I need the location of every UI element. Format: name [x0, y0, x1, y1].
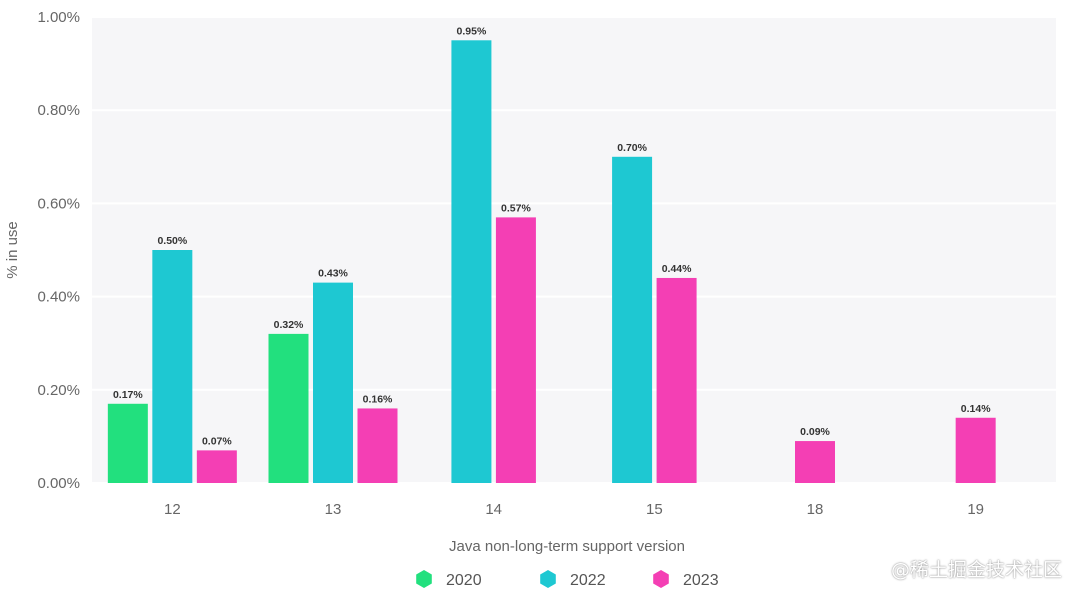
plot-background — [92, 17, 1056, 483]
x-tick-label: 13 — [325, 501, 342, 518]
y-axis-label: % in use — [4, 221, 21, 279]
bar-2022-13 — [313, 282, 353, 483]
y-tick-label: 0.40% — [37, 289, 80, 306]
bar-2022-14 — [451, 40, 492, 484]
bar-2022-12 — [152, 250, 193, 483]
bar-2023-15 — [656, 277, 697, 483]
bars — [107, 40, 996, 484]
data-label: 0.70% — [617, 142, 647, 154]
data-label: 0.95% — [457, 25, 487, 37]
legend-label: 2023 — [683, 572, 719, 589]
data-label: 0.16% — [363, 393, 393, 405]
y-tick-label: 0.60% — [37, 195, 80, 212]
bar-2022-15 — [612, 156, 653, 484]
bar-2023-18 — [795, 441, 835, 483]
bar-2023-13 — [357, 408, 398, 483]
legend-label: 2020 — [446, 572, 482, 589]
data-label: 0.44% — [662, 263, 692, 275]
y-tick-label: 0.80% — [37, 102, 80, 119]
x-tick-labels: 12 13 14 15 18 19 — [164, 501, 984, 518]
data-label: 0.50% — [157, 235, 187, 247]
legend: 2020 2022 2023 — [416, 570, 719, 589]
x-tick-label: 14 — [485, 501, 502, 518]
data-labels: 0.17% 0.50% 0.07% 0.32% 0.43% 0.16% 0.95% 0.57%… — [113, 25, 991, 447]
x-tick-label: 18 — [807, 501, 824, 518]
data-label: 0.09% — [800, 426, 830, 438]
data-label: 0.43% — [318, 268, 348, 280]
data-label: 0.07% — [202, 435, 232, 447]
y-tick-label: 0.00% — [37, 475, 80, 492]
data-label: 0.14% — [961, 403, 991, 415]
bar-2020-13 — [268, 333, 309, 483]
bar-2023-14 — [495, 217, 536, 483]
data-label: 0.32% — [274, 319, 304, 331]
legend-swatch-2020 — [416, 570, 432, 588]
bar-2023-19 — [955, 417, 996, 483]
x-tick-label: 19 — [967, 501, 984, 518]
legend-label: 2022 — [570, 572, 606, 589]
data-label: 0.57% — [501, 202, 531, 214]
y-tick-label: 0.20% — [37, 382, 80, 399]
x-tick-label: 12 — [164, 501, 181, 518]
x-axis-label: Java non-long-term support version — [449, 538, 685, 555]
y-tick-labels: 0.00% 0.20% 0.40% 0.60% 0.80% 1.00% — [37, 9, 80, 492]
grid-lines — [92, 16, 1056, 484]
bar-2020-12 — [107, 403, 148, 483]
legend-swatch-2023 — [653, 570, 669, 588]
bar-2023-12 — [196, 450, 237, 483]
watermark: @稀土掘金技术社区 — [890, 559, 1062, 581]
y-tick-label: 1.00% — [37, 9, 80, 26]
x-tick-label: 15 — [646, 501, 663, 518]
data-label: 0.17% — [113, 389, 143, 401]
legend-swatch-2022 — [540, 570, 556, 588]
